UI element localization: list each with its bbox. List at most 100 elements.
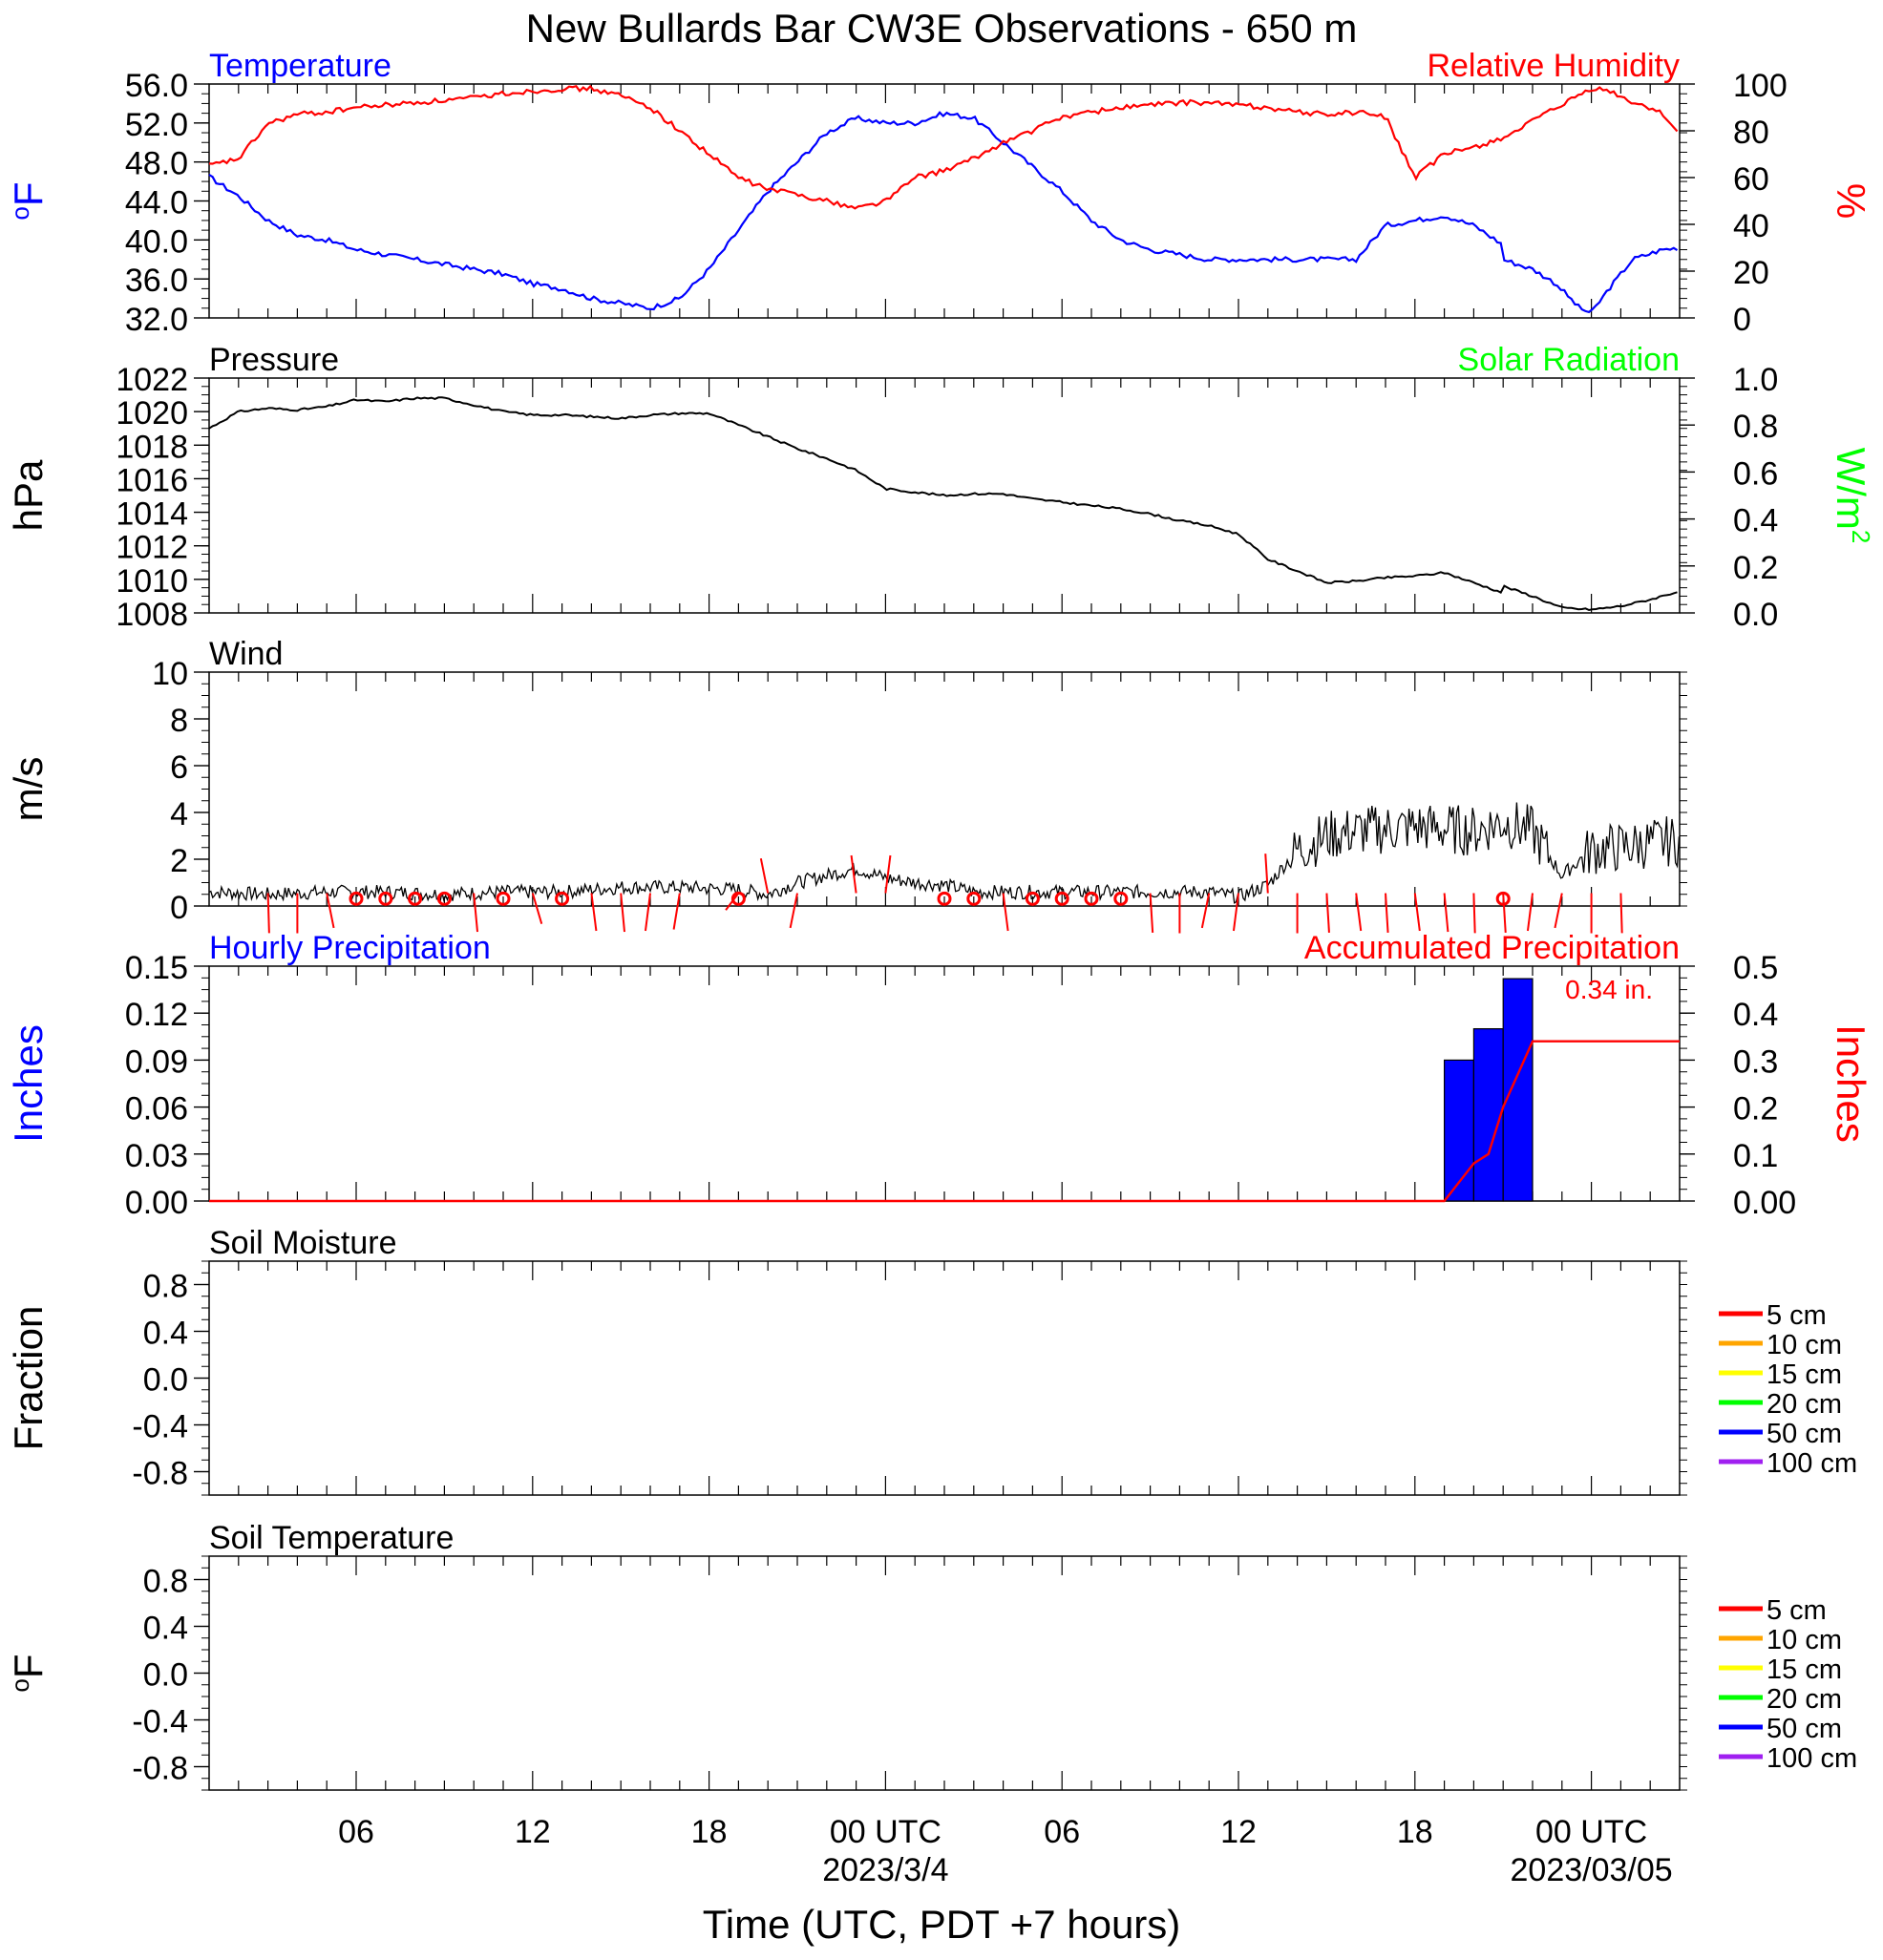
pressure-y-tick-label-right: 0.8 [1733, 409, 1778, 445]
soil_temp-frame [208, 1555, 1681, 1791]
x-tick-label: 00 UTC [1535, 1814, 1647, 1850]
pressure-left-unit-group: hPa [6, 459, 51, 531]
precip-total-label: 0.34 in. [1565, 975, 1653, 1004]
x-tick-label: 00 UTC [830, 1814, 942, 1850]
soil_temp-y-tick-label: 0.0 [143, 1657, 188, 1694]
wind-barb [789, 893, 798, 929]
pressure-y-tick-label: 1022 [116, 362, 188, 398]
soil_temp-left-unit: oF [6, 1654, 51, 1692]
precip-y-tick-label-right: 0.2 [1733, 1091, 1778, 1128]
wind-barb [1385, 893, 1389, 933]
x-tick-date: 2023/3/4 [822, 1852, 948, 1888]
precip-y-tick-label-right: 0.00 [1733, 1185, 1796, 1221]
pressure-left-title: Pressure [209, 342, 339, 378]
temp_rh-y-tick-label-right: 100 [1733, 68, 1788, 104]
soil_moisture-left-unit-group: Fraction [6, 1306, 51, 1451]
wind-y-tick-label: 4 [170, 796, 188, 832]
pressure-y-tick-label-right: 0.6 [1733, 455, 1778, 492]
pressure-y-tick-label: 1012 [116, 530, 188, 566]
wind-barb [1002, 893, 1009, 932]
legend-label-15-cm: 15 cm [1767, 1359, 1842, 1390]
calm-wind-circle [1495, 891, 1511, 906]
wind-frame [208, 671, 1681, 907]
pressure-y-tick-label: 1020 [116, 395, 188, 432]
wind-barb [590, 893, 598, 932]
wind-barb [644, 893, 651, 932]
precip-right-title: Accumulated Precipitation [1304, 930, 1680, 966]
soil_moisture-y-tick-label: -0.8 [132, 1456, 188, 1492]
chart-title: New Bullards Bar CW3E Observations - 650… [526, 6, 1358, 51]
temp_rh-y-tick-label: 44.0 [125, 185, 188, 221]
soil_temp-y-tick-label: 0.4 [143, 1611, 188, 1647]
wind-left-unit-group: m/s [6, 757, 51, 822]
calm-wind-circle [436, 891, 452, 906]
calm-wind-circle [349, 891, 364, 906]
temp_rh-y-tick-label: 56.0 [125, 68, 188, 104]
wind-barb [1264, 854, 1269, 894]
precip-y-tick-label: 0.03 [125, 1138, 188, 1174]
precip-y-tick-label-right: 0.3 [1733, 1043, 1778, 1080]
x-tick-label: 06 [1044, 1814, 1080, 1850]
wind-barb [1413, 893, 1421, 932]
pressure-right-title: Solar Radiation [1458, 342, 1680, 378]
legend-label-50-cm: 50 cm [1767, 1714, 1842, 1744]
legend-label-100-cm: 100 cm [1767, 1448, 1857, 1479]
precip-y-tick-label: 0.09 [125, 1043, 188, 1080]
x-tick-label: 12 [515, 1814, 551, 1850]
precip-y-tick-label: 0.00 [125, 1185, 188, 1221]
wind-left-title: Wind [209, 636, 283, 672]
temp_rh-right-title: Relative Humidity [1427, 48, 1680, 84]
legend-label-5-cm: 5 cm [1767, 1300, 1827, 1331]
x-tick-label: 12 [1220, 1814, 1257, 1850]
temp_rh-right-unit: % [1829, 183, 1873, 219]
precip-y-tick-label: 0.15 [125, 950, 188, 986]
wind-y-tick-label: 6 [170, 749, 188, 786]
x-tick-label: 18 [1397, 1814, 1433, 1850]
wind-barb [1325, 893, 1330, 933]
calm-wind-circle [1025, 891, 1040, 906]
soil_moisture-frame [208, 1260, 1681, 1496]
calm-wind-circle [555, 891, 570, 906]
accumulated-precip-line [209, 1040, 1680, 1203]
wind-barb [850, 854, 857, 894]
precip-left-unit: Inches [6, 1024, 51, 1143]
soil_temp-y-tick-label: -0.4 [132, 1704, 188, 1740]
soil_moisture-left-title: Soil Moisture [209, 1225, 397, 1261]
temp_rh-y-tick-label: 40.0 [125, 223, 188, 260]
temp_rh-y-tick-label-right: 0 [1733, 302, 1751, 338]
x-axis-label: Time (UTC, PDT +7 hours) [703, 1902, 1181, 1947]
panels-group: 56.052.048.044.040.036.032.0100806040200… [6, 48, 1875, 1888]
temp_rh-right-unit-group: % [1829, 183, 1873, 219]
hourly-precip-bar [1443, 1059, 1474, 1202]
wind-barb [531, 893, 543, 924]
pressure-right-unit-group: W/m2 [1829, 448, 1875, 544]
wind-barb [326, 893, 335, 929]
legend-label-5-cm: 5 cm [1767, 1595, 1827, 1626]
legend-label-10-cm: 10 cm [1767, 1625, 1842, 1655]
pressure-y-tick-label: 1010 [116, 563, 188, 600]
wind-left-unit: m/s [6, 757, 51, 822]
calm-wind-circle [408, 891, 423, 906]
pressure-y-tick-label-right: 1.0 [1733, 362, 1778, 398]
temp_rh-y-tick-label-right: 80 [1733, 115, 1769, 151]
precip-right-unit: Inches [1829, 1024, 1873, 1143]
x-tick-label: 18 [691, 1814, 728, 1850]
pressure-y-tick-label-right: 0.4 [1733, 503, 1778, 539]
temp_rh-y-tick-label: 48.0 [125, 146, 188, 182]
wind-barb [1200, 893, 1211, 929]
precip-y-tick-label-right: 0.1 [1733, 1138, 1778, 1174]
soil_temp-left-unit-group: oF [6, 1654, 51, 1692]
wind-barb [759, 857, 770, 894]
temp_rh-y-tick-label-right: 40 [1733, 208, 1769, 244]
soil_moisture-y-tick-label: -0.4 [132, 1409, 188, 1445]
precip-y-tick-label: 0.06 [125, 1091, 188, 1128]
temp_rh-y-tick-label: 52.0 [125, 107, 188, 143]
wind-speed-line [208, 802, 1681, 904]
hourly-precip-bar [1472, 1027, 1504, 1202]
calm-wind-circle [378, 891, 393, 906]
legend-label-15-cm: 15 cm [1767, 1654, 1842, 1685]
wind-barb [473, 893, 479, 933]
temperature-series-line [208, 111, 1679, 314]
precip-left-title: Hourly Precipitation [209, 930, 491, 966]
